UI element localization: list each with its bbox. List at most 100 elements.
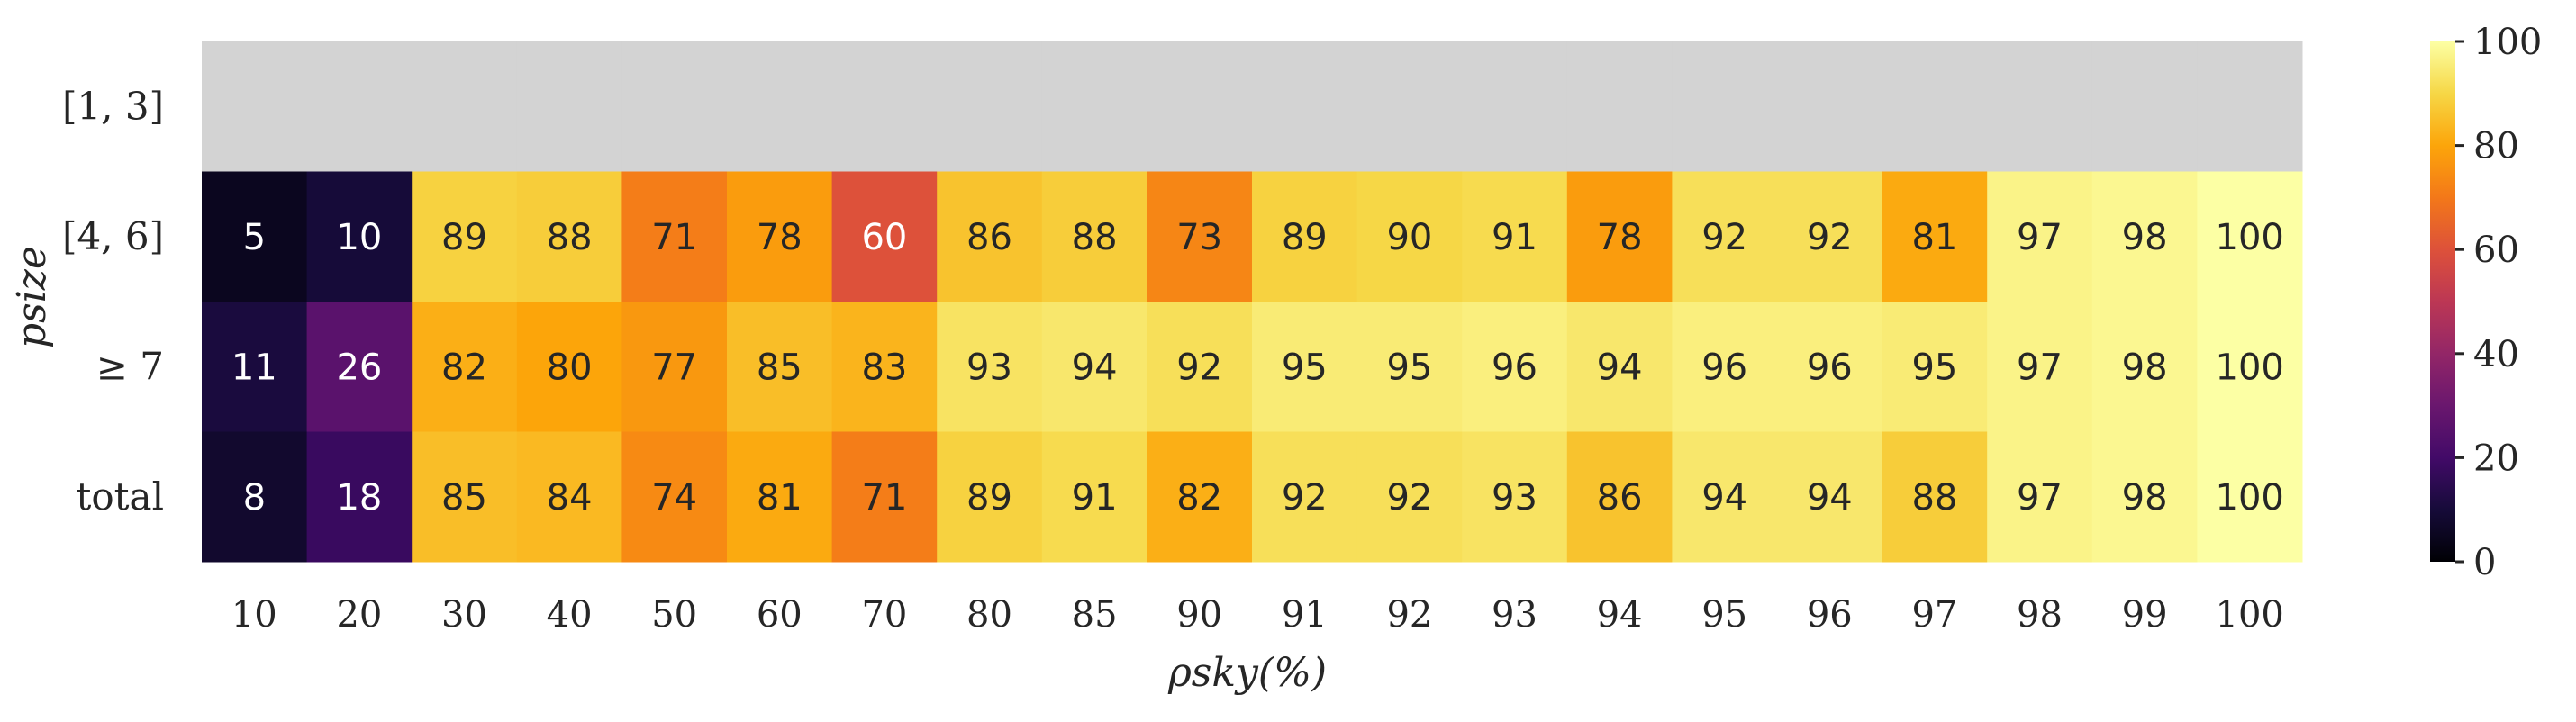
heatmap-cell-missing	[937, 41, 1043, 172]
heatmap-cell	[1987, 171, 2093, 302]
heatmap-cell	[516, 171, 622, 302]
cell-value-label: 89	[1282, 217, 1328, 258]
heatmap-cell	[1672, 171, 1778, 302]
cell-value-label: 91	[1492, 217, 1537, 258]
cell-value-label: 77	[651, 347, 697, 388]
cell-value-label: 88	[1072, 217, 1118, 258]
heatmap-cell	[1041, 431, 1147, 563]
cell-value-label: 84	[547, 477, 593, 519]
heatmap-cells: 5 10 89 88 71 78 60 86 88 73 89 90 91 78 92 92 81 97 98 100…	[202, 41, 2303, 563]
cell-value-label: 71	[651, 217, 697, 258]
heatmap-cell	[1672, 302, 1778, 432]
cell-value-label: 71	[861, 477, 907, 519]
colorbar-gradient	[2430, 41, 2455, 562]
heatmap-cell	[1882, 302, 1988, 432]
x-tick-label: 95	[1701, 594, 1747, 636]
heatmap-cell	[1777, 302, 1883, 432]
heatmap-cell-missing	[2091, 41, 2198, 172]
heatmap-cell	[2091, 171, 2198, 302]
heatmap-cell	[1566, 171, 1673, 302]
cell-value-label: 88	[547, 217, 593, 258]
cell-value-label: 96	[1492, 347, 1537, 388]
cell-value-label: 94	[1597, 347, 1643, 388]
heatmap-cell-missing	[2197, 41, 2303, 172]
y-axis-title: psize	[9, 246, 55, 348]
cell-value-label: 85	[757, 347, 803, 388]
x-tick-labels: 10 20 30 40 50 60 70 80 85 90 91 92 93 94 95 96 97 98 99 10…	[231, 594, 2284, 636]
heatmap-cell	[937, 171, 1043, 302]
svg-text:ρsky(%): ρsky(%)	[1167, 650, 1327, 696]
heatmap-cell	[306, 431, 413, 563]
cell-value-label: 81	[1911, 217, 1957, 258]
heatmap-cell	[1252, 302, 1358, 432]
x-tick-label: 96	[1807, 594, 1853, 636]
heatmap-cell	[1252, 431, 1358, 563]
cell-value-label: 11	[231, 347, 277, 388]
cell-value-label: 85	[441, 477, 487, 519]
cell-value-label: 86	[966, 217, 1012, 258]
cell-value-label: 82	[1176, 477, 1222, 519]
cell-value-label: 88	[1911, 477, 1957, 519]
x-tick-label: 85	[1072, 594, 1118, 636]
y-tick-labels: [1, 3] [4, 6] ≥ 7 total	[62, 84, 164, 519]
heatmap-cell	[937, 302, 1043, 432]
heatmap-cell	[306, 302, 413, 432]
cell-value-label: 97	[2017, 477, 2063, 519]
cell-value-label: 100	[2216, 477, 2284, 519]
cell-value-label: 95	[1386, 347, 1432, 388]
heatmap-cell-missing	[1882, 41, 1988, 172]
cell-value-label: 80	[547, 347, 593, 388]
heatmap-cell-missing	[1462, 41, 1568, 172]
heatmap-cell	[1147, 302, 1253, 432]
x-tick-label: 70	[861, 594, 907, 636]
heatmap-cell	[2091, 302, 2198, 432]
cell-value-label: 81	[757, 477, 803, 519]
cell-value-label: 97	[2017, 347, 2063, 388]
heatmap-cell	[202, 171, 308, 302]
x-tick-label: 97	[1911, 594, 1957, 636]
cell-value-label: 5	[243, 217, 266, 258]
heatmap-cell	[1882, 431, 1988, 563]
heatmap-cell	[202, 302, 308, 432]
heatmap-cell	[412, 431, 518, 563]
x-tick-label: 90	[1176, 594, 1222, 636]
cell-value-label: 26	[336, 347, 382, 388]
cell-value-label: 92	[1386, 477, 1432, 519]
heatmap-cell-missing	[1987, 41, 2093, 172]
cell-value-label: 100	[2216, 217, 2284, 258]
y-tick-label: [1, 3]	[62, 84, 164, 128]
x-tick-label: 93	[1492, 594, 1537, 636]
heatmap-cell	[1777, 431, 1883, 563]
heatmap-cell-missing	[1252, 41, 1358, 172]
cell-value-label: 90	[1386, 217, 1432, 258]
heatmap-cell	[2197, 431, 2303, 563]
heatmap-cell	[1987, 302, 2093, 432]
cell-value-label: 94	[1701, 477, 1747, 519]
cell-value-label: 83	[861, 347, 907, 388]
cell-value-label: 10	[336, 217, 382, 258]
cell-value-label: 78	[757, 217, 803, 258]
heatmap-cell-missing	[1041, 41, 1147, 172]
heatmap-cell-missing	[727, 41, 833, 172]
x-axis-title: ρsky(%)	[1167, 650, 1327, 696]
heatmap-cell	[937, 431, 1043, 563]
x-tick-label: 99	[2122, 594, 2168, 636]
heatmap-cell	[516, 302, 622, 432]
heatmap-cell	[1462, 171, 1568, 302]
cell-value-label: 92	[1176, 347, 1222, 388]
heatmap-cell	[727, 431, 833, 563]
heatmap-cell	[2197, 171, 2303, 302]
heatmap-cell	[621, 171, 728, 302]
colorbar-tick-label: 100	[2473, 22, 2542, 63]
heatmap-cell	[1041, 171, 1147, 302]
heatmap-cell-missing	[516, 41, 622, 172]
heatmap-cell-missing	[1356, 41, 1463, 172]
cell-value-label: 86	[1597, 477, 1643, 519]
heatmap-cell	[1566, 302, 1673, 432]
heatmap-cell-missing	[831, 41, 938, 172]
cell-value-label: 82	[441, 347, 487, 388]
heatmap-cell	[1777, 171, 1883, 302]
y-tick-label: ≥ 7	[96, 344, 164, 388]
cell-value-label: 98	[2122, 477, 2168, 519]
colorbar-tick-label: 0	[2473, 542, 2496, 583]
